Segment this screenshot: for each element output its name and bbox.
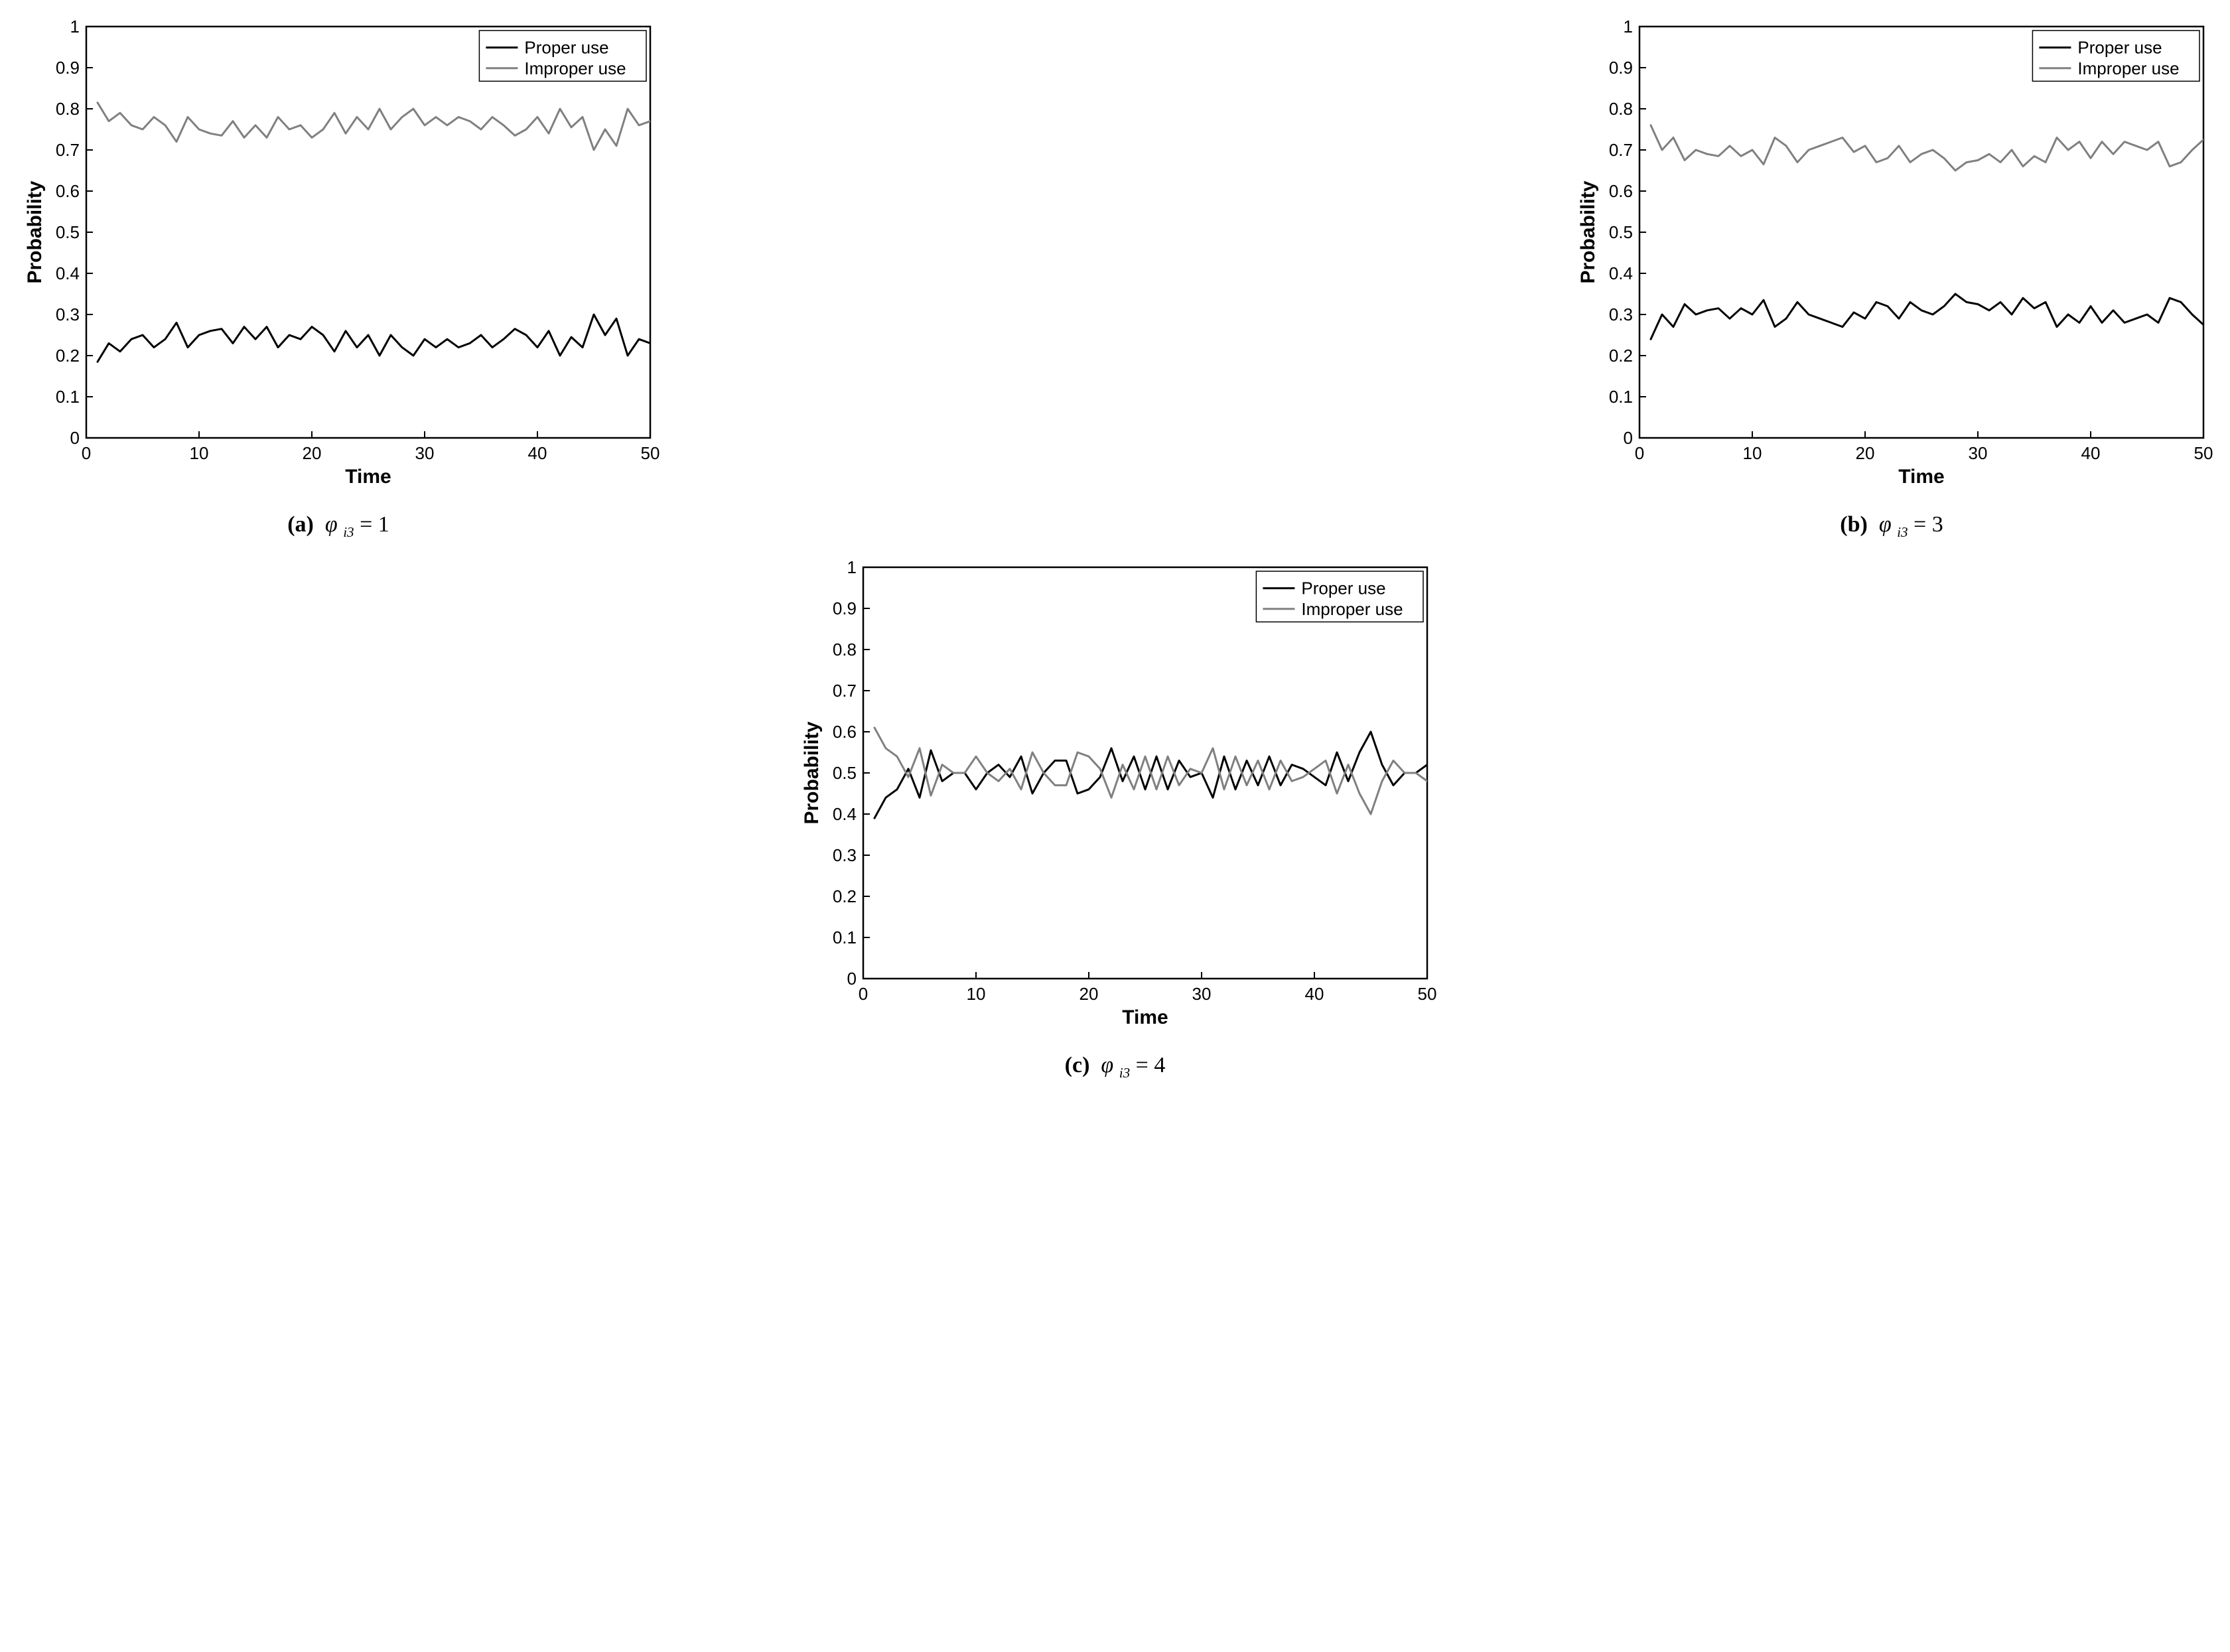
caption-a-phi: φ bbox=[325, 512, 338, 537]
ytick-label: 0.1 bbox=[56, 387, 80, 407]
xtick-label: 10 bbox=[190, 443, 209, 463]
xtick-label: 30 bbox=[415, 443, 435, 463]
ytick-label: 0.4 bbox=[832, 804, 856, 824]
caption-c-sub: i3 bbox=[1119, 1065, 1130, 1081]
ytick-label: 0.9 bbox=[56, 58, 80, 78]
caption-a: (a) φ i3 = 1 bbox=[287, 512, 389, 541]
top-row: 0102030405000.10.20.30.40.50.60.70.80.91… bbox=[13, 13, 2217, 541]
ytick-label: 1 bbox=[70, 17, 80, 36]
caption-c-val: = 4 bbox=[1136, 1053, 1166, 1077]
ytick-label: 0.4 bbox=[56, 263, 80, 283]
xtick-label: 30 bbox=[1192, 984, 1211, 1004]
ytick-label: 0.6 bbox=[1609, 181, 1633, 201]
panel-b: 0 10 20 30 40 50 0 0.1 0.2 0.3 0.4 0.5 0.6 0.7 0.8 0.9 1… bbox=[1567, 13, 2217, 541]
caption-b-phi: φ bbox=[1879, 512, 1892, 537]
xtick-label: 20 bbox=[1079, 984, 1098, 1004]
xtick-label: 30 bbox=[1969, 443, 1988, 463]
caption-b-letter: (b) bbox=[1840, 512, 1868, 537]
panel-c: 0 10 20 30 40 50 0 0.1 0.2 0.3 0.4 0.5 0.6 0.7 0.8 0.9 1… bbox=[790, 554, 1440, 1081]
ytick-label: 0.6 bbox=[832, 722, 856, 742]
xtick-label: 40 bbox=[528, 443, 547, 463]
panel-a: 0 10 20 30 40 50 0 0.1 0.2 0.3 0.4 0.5 0.6 0.7 0.8 0.9 1… bbox=[13, 13, 663, 541]
xtick-label: 0 bbox=[82, 443, 91, 463]
ytick-label: 0.8 bbox=[1609, 99, 1633, 119]
ytick-label: 0 bbox=[847, 969, 856, 989]
ytick-label: 0.7 bbox=[832, 681, 856, 701]
yaxis-title: Probability bbox=[1577, 180, 1599, 283]
xtick-label: 40 bbox=[1304, 984, 1324, 1004]
ytick-label: 0.4 bbox=[1609, 263, 1633, 283]
caption-c: (c) φ i3 = 4 bbox=[1065, 1053, 1166, 1081]
ytick-label: 0.2 bbox=[1609, 346, 1633, 366]
xtick-label: 10 bbox=[966, 984, 985, 1004]
xtick-label: 40 bbox=[2081, 443, 2101, 463]
ytick-label: 0.9 bbox=[832, 598, 856, 618]
caption-a-sub: i3 bbox=[343, 524, 354, 540]
legend-label: Improper use bbox=[1301, 599, 1403, 619]
ytick-label: 0.2 bbox=[832, 886, 856, 906]
xtick-label: 50 bbox=[641, 443, 660, 463]
xaxis-title: Time bbox=[1898, 466, 1944, 488]
ytick-label: 1 bbox=[847, 557, 856, 577]
xtick-label: 0 bbox=[858, 984, 867, 1004]
ytick-label: 0.5 bbox=[1609, 222, 1633, 242]
ytick-label: 0.1 bbox=[832, 928, 856, 947]
ytick-label: 0.5 bbox=[56, 222, 80, 242]
ytick-label: 0.5 bbox=[832, 763, 856, 783]
xtick-label: 50 bbox=[1417, 984, 1436, 1004]
caption-b-val: = 3 bbox=[1914, 512, 1943, 537]
legend-label: Proper use bbox=[1301, 578, 1385, 598]
caption-c-phi: φ bbox=[1101, 1053, 1113, 1077]
ytick-label: 0.7 bbox=[56, 140, 80, 160]
xtick-label: 10 bbox=[1743, 443, 1762, 463]
ytick-label: 0.3 bbox=[1609, 305, 1633, 324]
yaxis-title: Probability bbox=[24, 180, 46, 283]
chart-a: 0 10 20 30 40 50 0 0.1 0.2 0.3 0.4 0.5 0.6 0.7 0.8 0.9 1… bbox=[13, 13, 663, 504]
ytick-label: 0 bbox=[70, 428, 80, 448]
ytick-label: 0 bbox=[1624, 428, 1633, 448]
xaxis-title: Time bbox=[1122, 1006, 1168, 1028]
ytick-label: 0.1 bbox=[1609, 387, 1633, 407]
chart-b: 0 10 20 30 40 50 0 0.1 0.2 0.3 0.4 0.5 0.6 0.7 0.8 0.9 1… bbox=[1567, 13, 2217, 504]
legend-label: Proper use bbox=[524, 38, 608, 58]
ytick-label: 0.3 bbox=[56, 305, 80, 324]
legend-label: Improper use bbox=[2077, 58, 2179, 78]
ytick-label: 0.8 bbox=[832, 640, 856, 659]
legend-label: Proper use bbox=[2077, 38, 2162, 58]
caption-c-letter: (c) bbox=[1065, 1053, 1090, 1077]
chart-c: 0 10 20 30 40 50 0 0.1 0.2 0.3 0.4 0.5 0.6 0.7 0.8 0.9 1… bbox=[790, 554, 1440, 1045]
ytick-label: 0.9 bbox=[1609, 58, 1633, 78]
legend-label: Improper use bbox=[524, 58, 626, 78]
xtick-label: 0 bbox=[1635, 443, 1644, 463]
ytick-label: 0.3 bbox=[832, 845, 856, 865]
caption-b-sub: i3 bbox=[1897, 524, 1908, 540]
caption-a-letter: (a) bbox=[287, 512, 314, 537]
xtick-label: 20 bbox=[303, 443, 322, 463]
caption-a-val: = 1 bbox=[360, 512, 389, 537]
yaxis-title: Probability bbox=[801, 721, 823, 824]
xtick-label: 50 bbox=[2194, 443, 2213, 463]
ytick-label: 0.6 bbox=[56, 181, 80, 201]
ytick-label: 0.8 bbox=[56, 99, 80, 119]
caption-b: (b) φ i3 = 3 bbox=[1840, 512, 1943, 541]
ytick-label: 1 bbox=[1624, 17, 1633, 36]
figure-container: 0102030405000.10.20.30.40.50.60.70.80.91… bbox=[0, 0, 2230, 1108]
ytick-label: 0.7 bbox=[1609, 140, 1633, 160]
xaxis-title: Time bbox=[345, 466, 391, 488]
xtick-label: 20 bbox=[1856, 443, 1875, 463]
bottom-row: 0 10 20 30 40 50 0 0.1 0.2 0.3 0.4 0.5 0.6 0.7 0.8 0.9 1… bbox=[13, 554, 2217, 1081]
ytick-label: 0.2 bbox=[56, 346, 80, 366]
